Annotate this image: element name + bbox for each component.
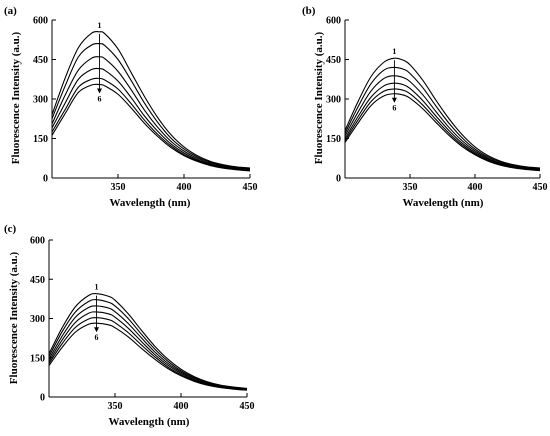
series-line-a-6: [51, 83, 251, 172]
series-line-a-2: [51, 42, 251, 170]
y-axis-label-b: Fluorescence Intensity (a.u.): [313, 31, 325, 164]
panel-label-b: (b): [302, 5, 316, 17]
x-tick-label-c-2: 450: [240, 401, 255, 412]
chart-panel-b: (b) 0 150 300 450 600 350 400 450 1 6 Wavelength …: [300, 0, 550, 220]
annotation-arrowhead-b: [391, 97, 397, 103]
x-tick-label-a-1: 400: [177, 182, 192, 193]
series-line-c-6: [48, 322, 248, 391]
annotation-top-a: 1: [98, 21, 102, 30]
panel-label-c: (c): [4, 223, 17, 235]
series-line-b-3: [344, 75, 541, 170]
y-tick-label-a-1: 150: [33, 134, 48, 145]
x-axis-label-a: Wavelength (nm): [110, 197, 191, 209]
annotation-bottom-a: 6: [98, 95, 102, 104]
x-tick-label-a-2: 450: [243, 182, 258, 193]
y-tick-label-b-0: 0: [336, 174, 341, 185]
y-axis-label-c: Fluorescence Intensity (a.u.): [8, 251, 20, 384]
chart-svg-b: (b) 0 150 300 450 600 350 400 450 1 6 Wavelength …: [302, 5, 548, 209]
y-tick-label-c-2: 300: [30, 314, 45, 325]
series-line-c-1: [48, 293, 248, 389]
y-tick-label-b-3: 450: [326, 55, 341, 66]
y-tick-label-a-3: 450: [33, 55, 48, 66]
plot-area-b: 0 150 300 450 600 350 400 450 1 6: [326, 16, 548, 194]
x-axis-label-b: Wavelength (nm): [403, 197, 484, 209]
y-tick-label-c-4: 600: [30, 236, 45, 247]
x-tick-label-c-1: 400: [174, 401, 189, 412]
series-line-b-6: [344, 93, 541, 172]
x-tick-label-c-0: 350: [108, 401, 123, 412]
chart-svg-c: (c) 0 150 300 450 600 350 400 450 1 6 Wavelength …: [4, 223, 255, 428]
x-tick-label-b-0: 350: [403, 182, 418, 193]
y-tick-label-b-1: 150: [326, 134, 341, 145]
series-line-a-1: [51, 30, 251, 169]
series-line-c-2: [48, 299, 248, 390]
y-tick-label-c-3: 450: [30, 275, 45, 286]
plot-area-a: 0 150 300 450 600 350 400 450 1 6: [33, 16, 258, 194]
x-tick-label-b-2: 450: [533, 182, 548, 193]
chart-panel-c: (c) 0 150 300 450 600 350 400 450 1 6 Wavelength …: [0, 218, 285, 436]
series-line-c-3: [48, 305, 248, 390]
series-line-a-4: [51, 67, 251, 171]
x-axis-label-c: Wavelength (nm): [109, 416, 190, 428]
annotation-arrowhead-a: [97, 88, 103, 94]
y-tick-label-b-4: 600: [326, 16, 341, 27]
annotation-bottom-c: 6: [95, 333, 99, 342]
y-axis-label-a: Fluorescence Intensity (a.u.): [10, 31, 22, 164]
annotation-top-c: 1: [95, 283, 99, 292]
y-tick-label-c-1: 150: [30, 353, 45, 364]
plot-area-c: 0 150 300 450 600 350 400 450 1 6: [30, 236, 255, 413]
chart-svg-a: (a) 0 150 300 450 600 350 400 450 1 6 Wavelength …: [4, 5, 258, 209]
annotation-bottom-b: 6: [392, 104, 396, 113]
series-line-a-3: [51, 56, 251, 170]
y-tick-label-a-4: 600: [33, 16, 48, 27]
series-line-b-1: [344, 57, 541, 169]
y-tick-label-a-0: 0: [43, 174, 48, 185]
y-tick-label-a-2: 300: [33, 95, 48, 106]
annotation-arrowhead-c: [94, 327, 100, 333]
y-tick-label-c-0: 0: [40, 393, 45, 404]
y-tick-label-b-2: 300: [326, 95, 341, 106]
series-line-b-2: [344, 66, 541, 170]
series-line-b-4: [344, 82, 541, 171]
chart-panel-a: (a) 0 150 300 450 600 350 400 450 1 6 Wavelength …: [0, 0, 285, 220]
x-tick-label-b-1: 400: [468, 182, 483, 193]
x-tick-label-a-0: 350: [111, 182, 126, 193]
annotation-top-b: 1: [392, 47, 396, 56]
panel-label-a: (a): [4, 5, 17, 17]
